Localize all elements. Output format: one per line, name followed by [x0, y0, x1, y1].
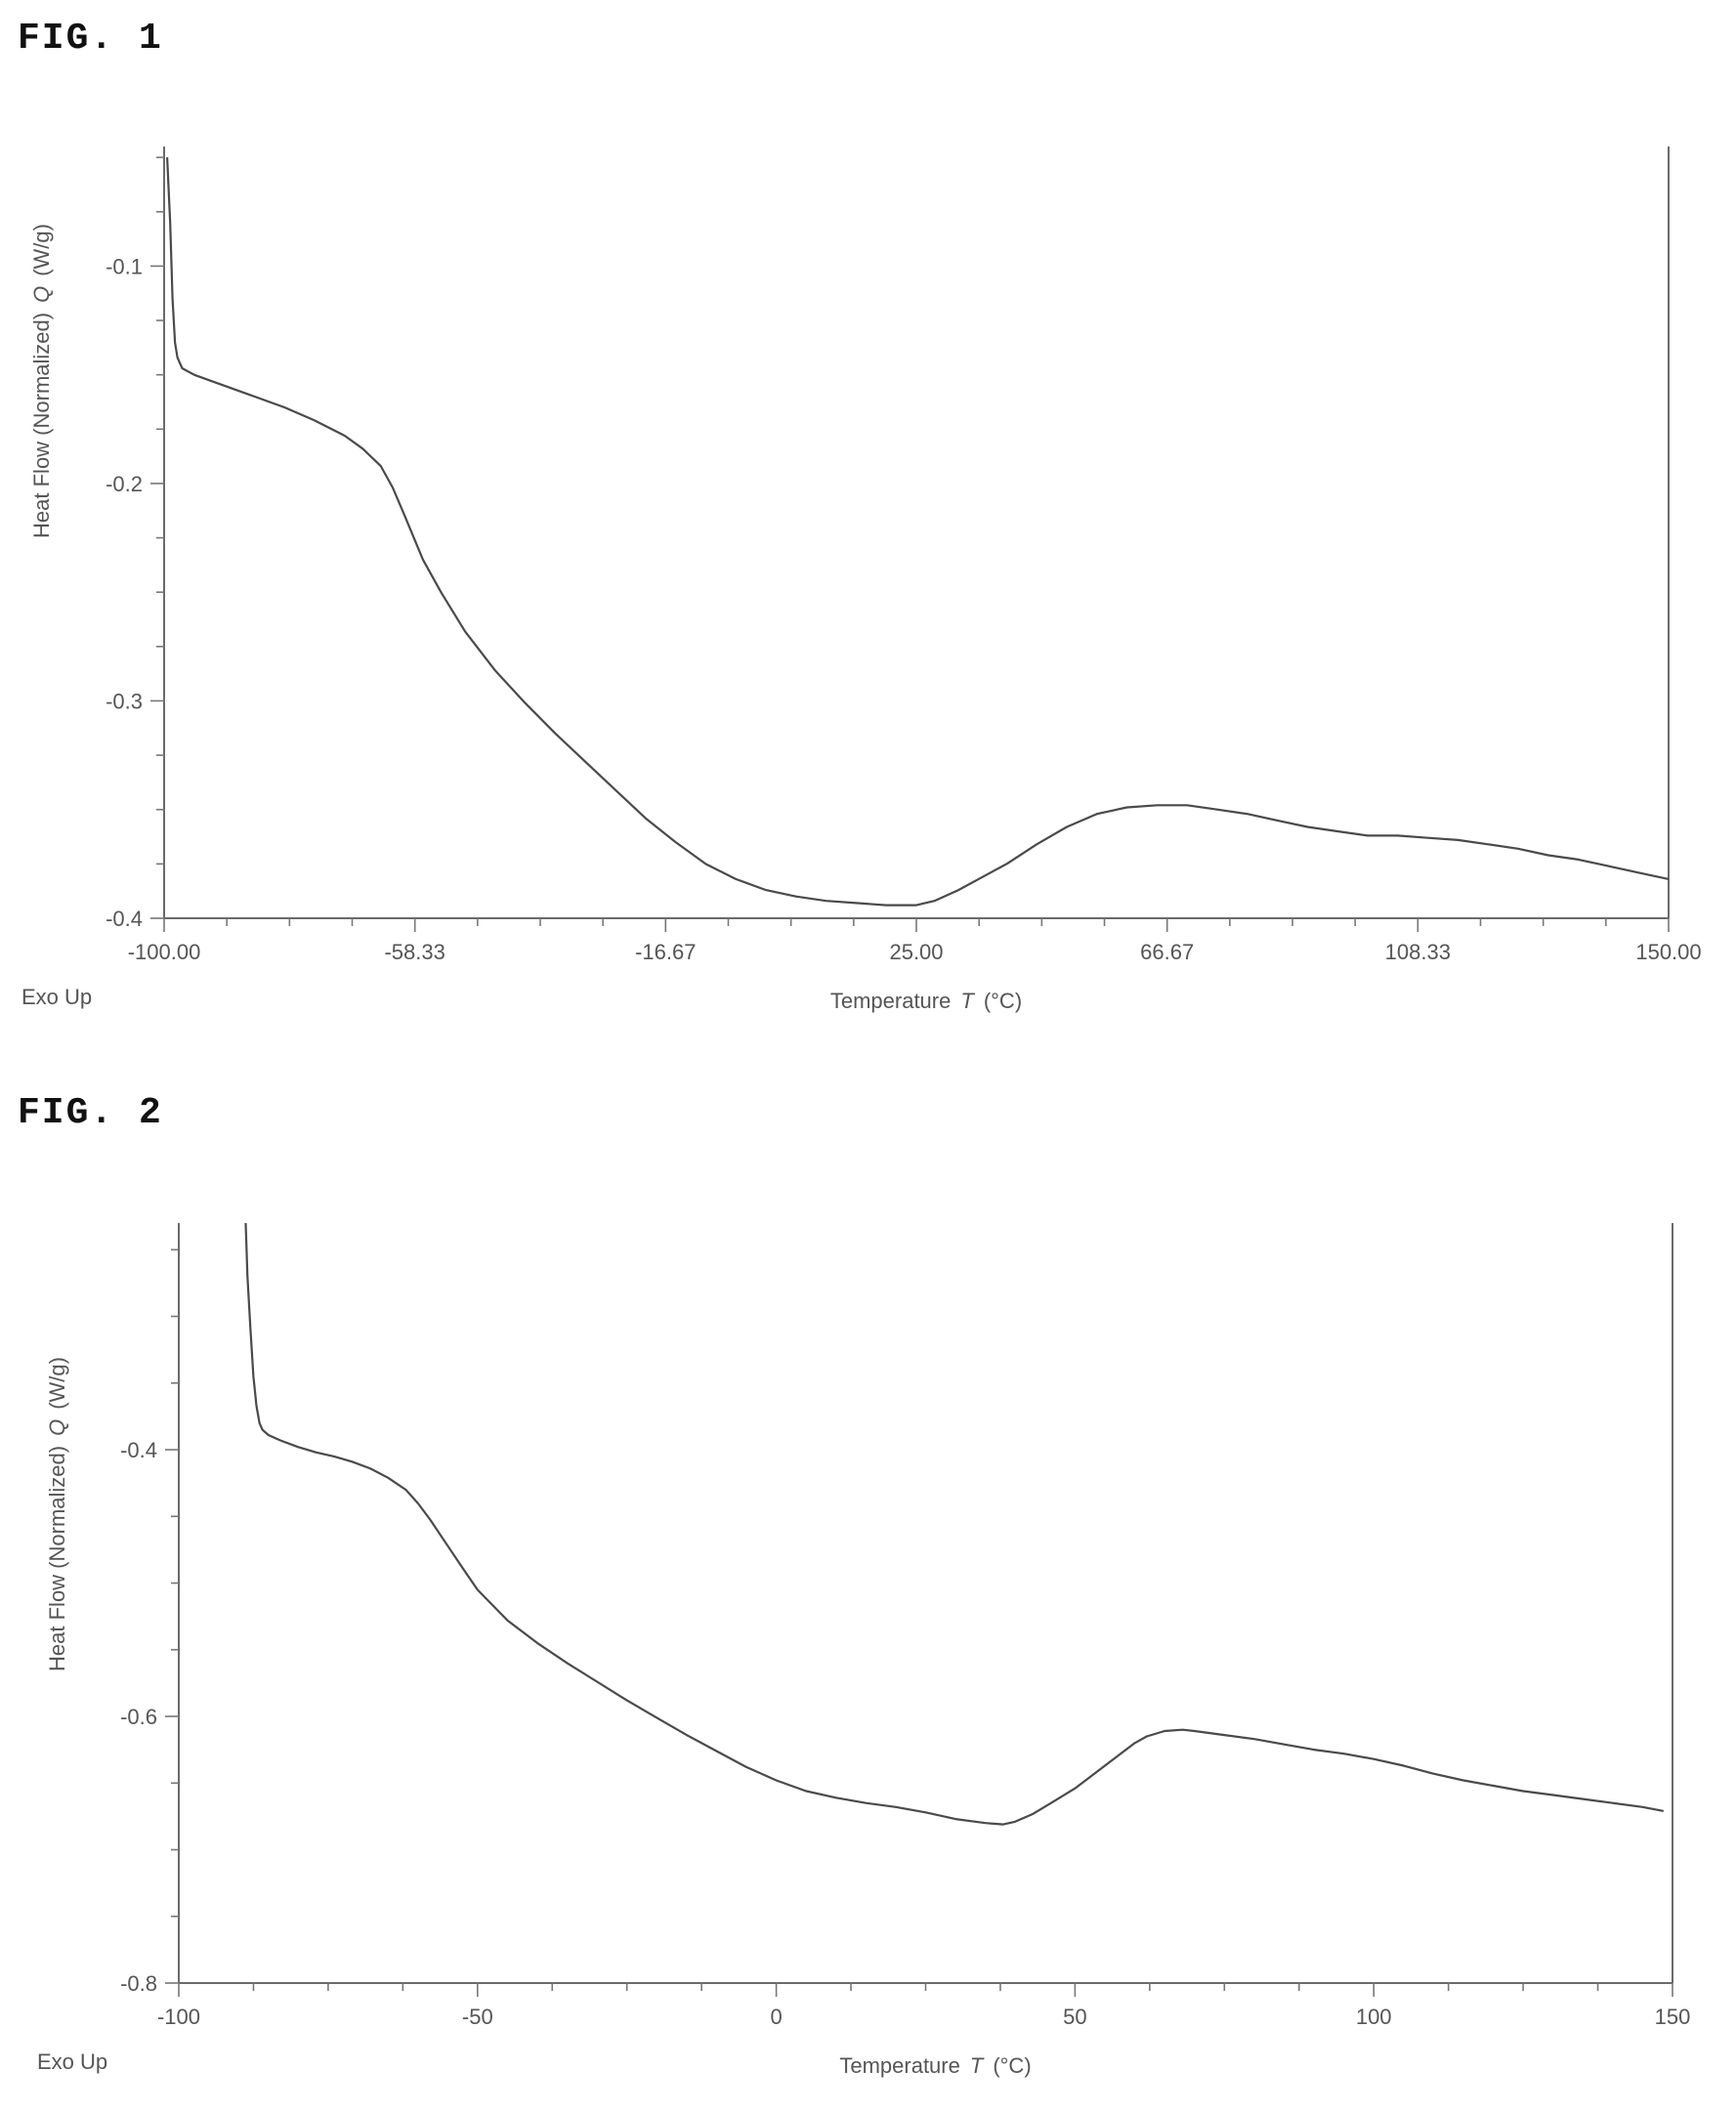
chart-fig-1: -100.00 -58.33 -16.67 25.00 66.67 108.33 150.0… — [21, 147, 1702, 1013]
x-tick-label: 150 — [1655, 2005, 1691, 2029]
y-axis-title-text: Heat Flow (Normalized) — [45, 1446, 69, 1671]
x-tick-label: 0 — [770, 2005, 782, 2029]
y-tick-label: -0.1 — [106, 254, 143, 278]
y-axis-unit: (W/g) — [29, 224, 54, 276]
x-tick-label: 50 — [1063, 2005, 1086, 2029]
y-tick-label: -0.8 — [120, 1971, 157, 1996]
x-axis-title: Temperature T (°C) — [830, 989, 1022, 1013]
y-tick-label: -0.4 — [120, 1438, 157, 1462]
x-tick-label: -58.33 — [384, 940, 445, 964]
x-tick-label: -50 — [462, 2005, 493, 2029]
x-tick-label: -100.00 — [128, 940, 201, 964]
x-axis-title-text: Temperature — [839, 2053, 960, 2078]
x-tick-label: 66.67 — [1140, 940, 1194, 964]
y-axis-unit: (W/g) — [45, 1357, 69, 1410]
x-axis-title-text: Temperature — [830, 989, 952, 1013]
x-tick-label: 25.00 — [889, 940, 943, 964]
heat-flow-curve — [244, 1222, 1665, 1826]
y-tick-label: -0.3 — [106, 689, 143, 713]
figure-1-label: FIG. 1 — [18, 18, 163, 60]
y-axis-title: Heat Flow (Normalized) Q (W/g) — [45, 1357, 69, 1671]
x-tick-label: 108.33 — [1385, 940, 1451, 964]
y-axis-title-text: Heat Flow (Normalized) — [29, 313, 54, 538]
x-tick-label: -100 — [157, 2005, 200, 2029]
exo-up-note: Exo Up — [37, 2049, 107, 2074]
y-axis-symbol: Q — [29, 286, 54, 303]
x-tick-label: 150.00 — [1635, 940, 1701, 964]
x-axis-symbol: T — [970, 2053, 985, 2078]
x-axis-unit: (°C) — [993, 2053, 1031, 2078]
x-axis-unit: (°C) — [984, 989, 1022, 1013]
y-tick-label: -0.4 — [106, 907, 143, 931]
y-axis-title: Heat Flow (Normalized) Q (W/g) — [29, 224, 54, 538]
x-axis-symbol: T — [960, 989, 975, 1013]
x-axis-title: Temperature T (°C) — [839, 2053, 1031, 2078]
heat-flow-curve — [166, 157, 1670, 907]
y-tick-label: -0.6 — [120, 1705, 157, 1729]
x-tick-label: 100 — [1356, 2005, 1392, 2029]
x-tick-label: -16.67 — [635, 940, 696, 964]
y-tick-label: -0.2 — [106, 472, 143, 496]
y-axis-symbol: Q — [45, 1419, 69, 1436]
exo-up-note: Exo Up — [21, 985, 92, 1009]
figure-2-label: FIG. 2 — [18, 1092, 163, 1134]
